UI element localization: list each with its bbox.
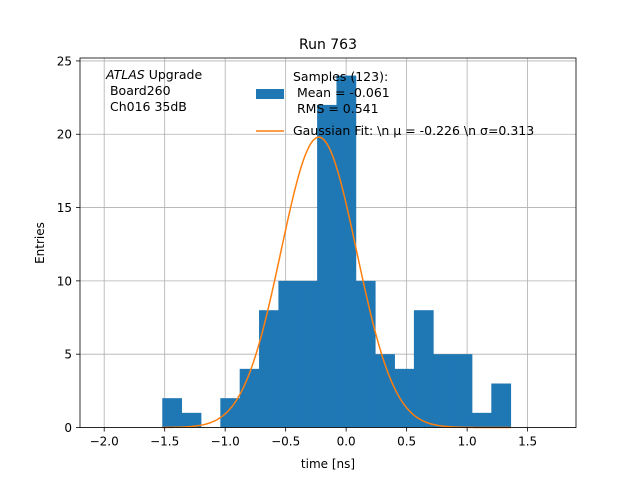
x-tick-label-3: −0.5: [271, 435, 300, 449]
histogram-bar-14: [433, 354, 454, 428]
legend-histogram-label: Samples (123):: [293, 69, 388, 84]
x-tick-label-0: −2.0: [90, 435, 119, 449]
x-tick-label-6: 1.0: [458, 435, 477, 449]
histogram-bar-6: [278, 280, 299, 428]
x-tick-label-1: −1.5: [150, 435, 179, 449]
histogram-bar-9: [336, 75, 357, 428]
x-tick-label-4: 0.0: [337, 435, 356, 449]
y-tick-label-4: 20: [57, 128, 72, 142]
y-tick-label-5: 25: [57, 54, 72, 68]
x-tick-label-7: 1.5: [518, 435, 537, 449]
legend-histogram-swatch: [256, 89, 284, 99]
histogram-bar-5: [259, 310, 279, 428]
y-tick-label-0: 0: [64, 421, 72, 435]
x-axis-ticks: −2.0 −1.5 −1.0 −0.5 0.0 0.5 1.0 1.5: [90, 427, 537, 449]
histogram-bar-12: [394, 368, 415, 428]
histogram-bar-3: [220, 398, 241, 428]
chart-title: Run 763: [299, 37, 357, 53]
histogram-bar-1: [181, 412, 202, 428]
histogram-bar-8: [317, 104, 337, 428]
atlas-annotation-line3: Ch016 35dB: [106, 99, 187, 114]
atlas-annotation-line2: Board260: [106, 83, 171, 98]
histogram-bar-11: [375, 354, 395, 428]
legend-fit-label: Gaussian Fit: \n μ = -0.226 \n σ=0.313: [293, 123, 534, 138]
histogram-bar-16: [471, 412, 492, 428]
legend-mean-label: Mean = -0.061: [293, 85, 390, 100]
histogram-bar-4: [239, 368, 260, 428]
y-tick-label-2: 10: [57, 274, 72, 288]
atlas-italic: ATLAS: [105, 67, 145, 82]
histogram-bar-17: [491, 383, 512, 428]
histogram-bars: [162, 75, 512, 428]
x-axis-label: time [ns]: [301, 457, 355, 471]
legend: Samples (123): Mean = -0.061 RMS = 0.541…: [256, 69, 534, 138]
legend-rms-label: RMS = 0.541: [293, 101, 379, 116]
atlas-annotation-line1: ATLAS Upgrade: [105, 67, 202, 82]
plot-frame: [79, 57, 577, 428]
histogram-bar-15: [452, 354, 473, 428]
y-tick-label-3: 15: [57, 201, 72, 215]
histogram-bar-10: [355, 280, 376, 428]
histogram-bar-7: [297, 280, 318, 428]
y-axis-ticks: 0 5 10 15 20 25: [57, 54, 80, 435]
atlas-annotation: ATLAS Upgrade Board260 Ch016 35dB: [105, 67, 202, 114]
y-tick-label-1: 5: [64, 348, 72, 362]
x-tick-label-2: −1.0: [211, 435, 240, 449]
gaussian-fit-curve: [162, 136, 511, 429]
atlas-upgrade: Upgrade: [145, 67, 203, 82]
histogram-bar-0: [162, 398, 183, 428]
y-axis-label: Entries: [33, 222, 47, 264]
histogram-bar-13: [413, 310, 434, 428]
x-tick-label-5: 0.5: [397, 435, 416, 449]
